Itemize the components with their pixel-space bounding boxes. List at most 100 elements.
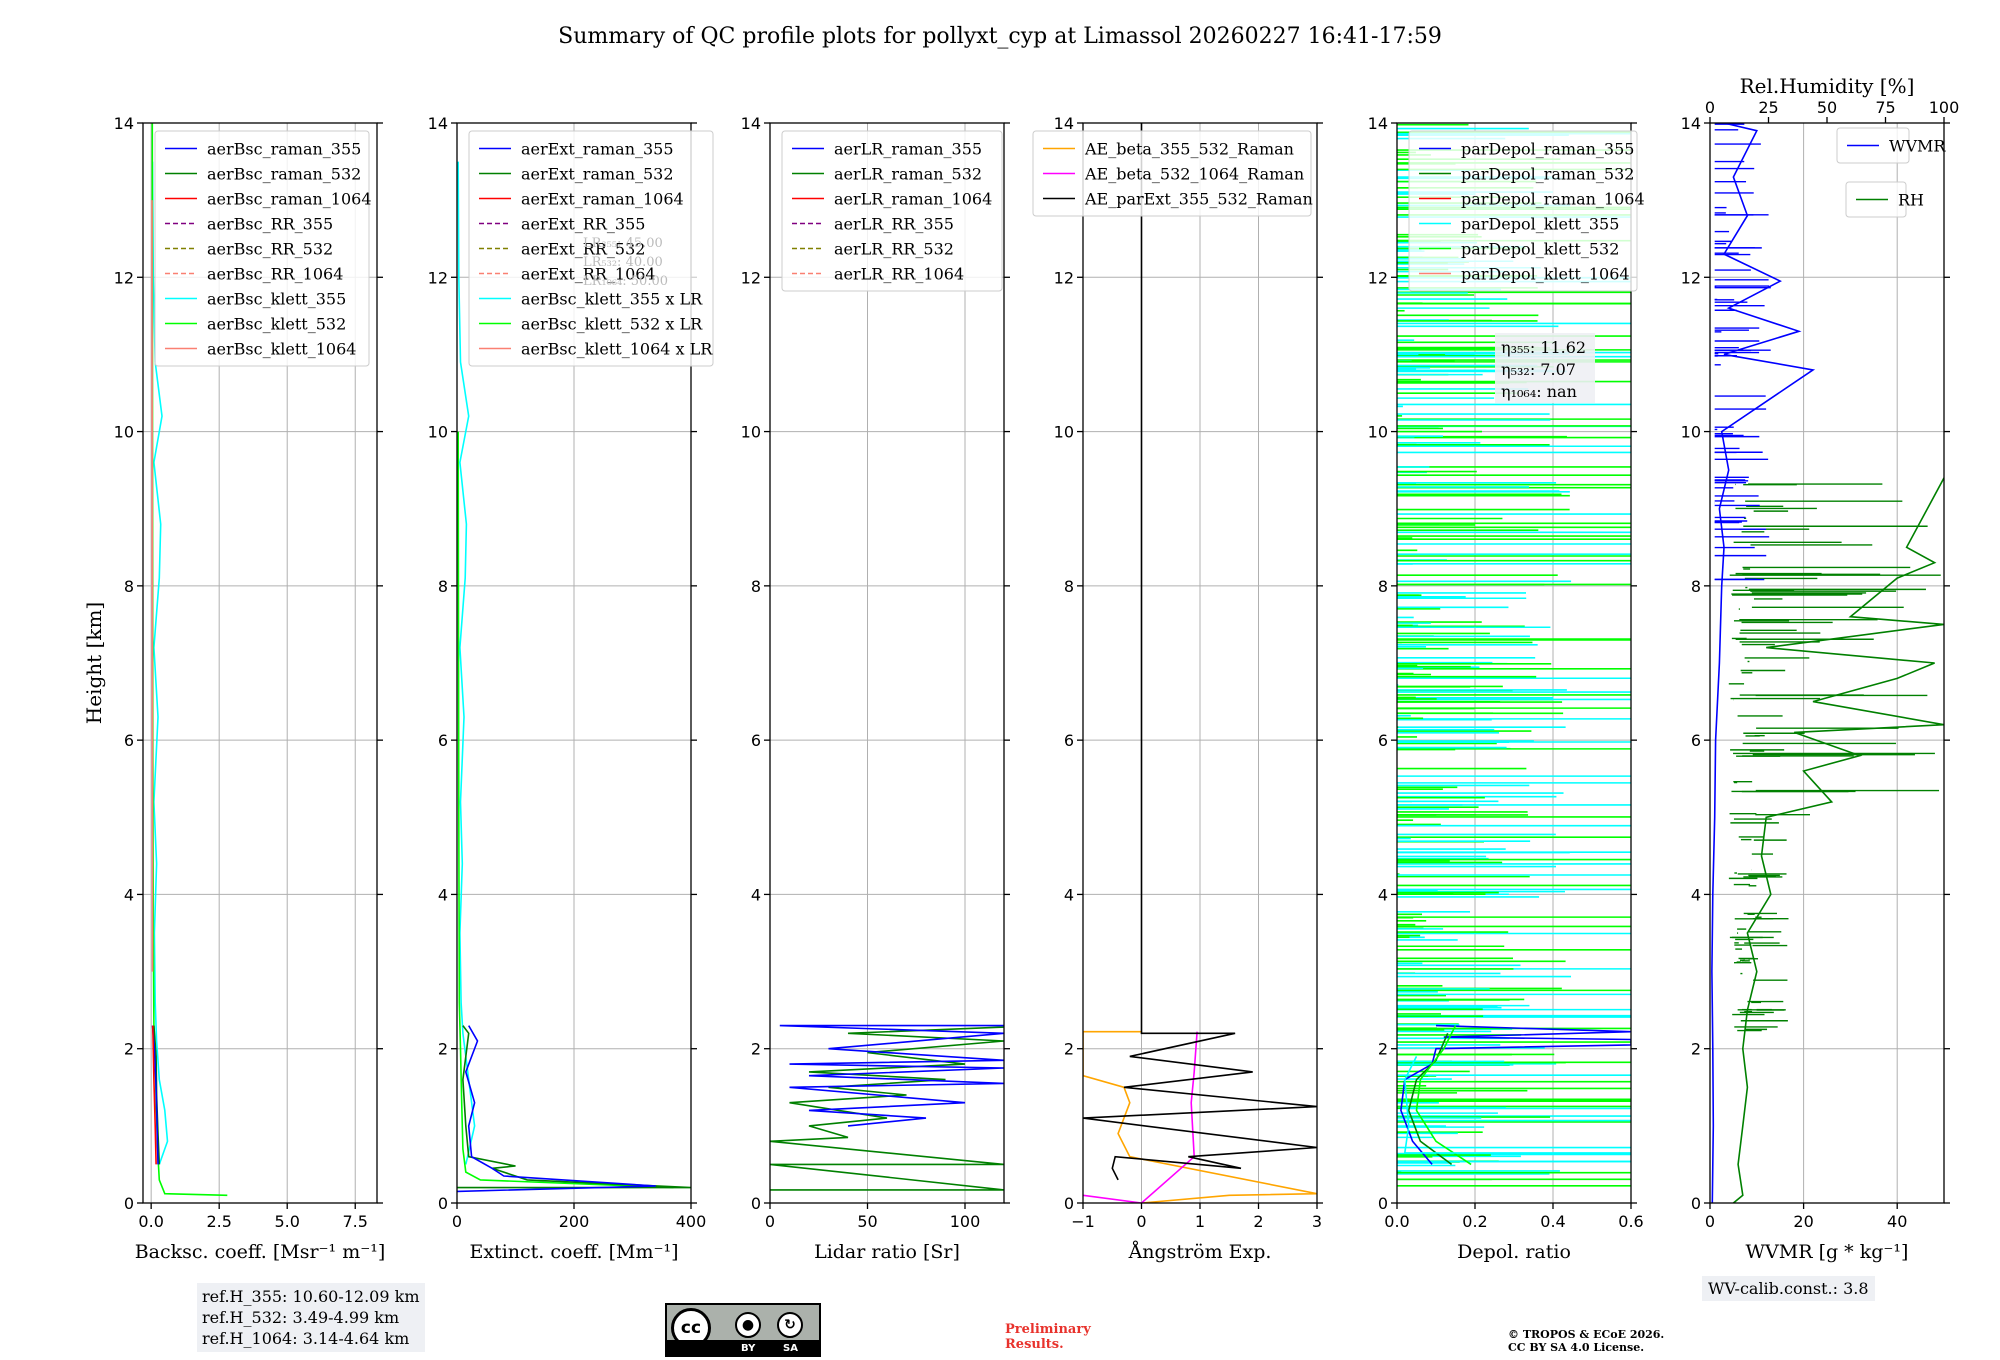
y-tick-label: 12: [1681, 268, 1701, 287]
y-tick-label: 0: [124, 1194, 134, 1213]
y-tick-label: 4: [1064, 885, 1074, 904]
legend-entry-aerlr-raman-1064: aerLR_raman_1064: [834, 190, 992, 209]
y-tick-label: 4: [1691, 885, 1701, 904]
y-tick-label: 2: [751, 1040, 761, 1059]
legend-lidar_ratio: aerLR_raman_355 aerLR_raman_532 aerLR_rama…: [781, 130, 1003, 292]
legend-entry-aerbsc-klett-1064-x-lr: aerBsc_klett_1064 x LR: [521, 340, 713, 359]
legend-box: [781, 130, 1003, 292]
badge-footer-bar: [667, 1340, 819, 1355]
x-axis-label: Ångström Exp.: [1128, 1241, 1272, 1263]
panel-extinction: 0 2 4 6 8 10 12 14 0 200 400 Extinct. coeff. [Mm⁻¹]…: [428, 114, 714, 1263]
series-group: [770, 1024, 1004, 1191]
y-tick-label: 0: [1691, 1194, 1701, 1213]
legend-entry-aerext-raman-532: aerExt_raman_532: [521, 165, 674, 184]
y-tick-label: 10: [114, 423, 134, 442]
legend-entry-pardepol-raman-355: parDepol_raman_355: [1461, 140, 1634, 159]
y-tick-label: 0: [1378, 1194, 1388, 1213]
legend-entry-aerlr-rr-532: aerLR_RR_532: [834, 240, 954, 259]
legend-entry-aerlr-rr-355: aerLR_RR_355: [834, 215, 954, 234]
legend-entry-aerlr-rr-1064: aerLR_RR_1064: [834, 265, 964, 284]
figure-title: Summary of QC profile plots for pollyxt_…: [558, 24, 1442, 49]
panel-frame: [1396, 122, 1632, 1204]
reference-heights-box: ref.H_355: 10.60-12.09 km ref.H_532: 3.4…: [197, 1283, 425, 1352]
x-tick-label: 0: [765, 1212, 775, 1231]
y-tick-label: 14: [1681, 114, 1701, 133]
legend-entry-aerbsc-raman-532: aerBsc_raman_532: [207, 165, 361, 184]
y-tick-label: 0: [1064, 1194, 1074, 1213]
x-tick-label: 3: [1312, 1212, 1322, 1231]
legend-entry-pardepol-klett-355: parDepol_klett_355: [1461, 215, 1619, 234]
legend-entry-aerext-rr-532: aerExt_RR_532: [521, 240, 645, 259]
legend-entry-ae-beta-355-532-raman: AE_beta_355_532_Raman: [1084, 140, 1294, 159]
series-line-aerext-raman-355: [457, 1025, 656, 1193]
panel-lidar_ratio: 0 2 4 6 8 10 12 14 0 50 100 Lidar ratio [Sr] aerLR_r…: [741, 114, 1010, 1263]
y-tick-label: 4: [438, 885, 448, 904]
legend-entry-aerlr-raman-355: aerLR_raman_355: [834, 140, 982, 159]
y-axis-label: Height [km]: [82, 602, 106, 724]
x-axis-label: WVMR [g * kg⁻¹]: [1746, 1241, 1909, 1263]
top-x-tick-label: 75: [1875, 98, 1895, 117]
x-tick-label: 2: [1253, 1212, 1263, 1231]
top-x-axis-label: Rel.Humidity [%]: [1740, 74, 1915, 98]
panel-backscatter: 0 2 4 6 8 10 12 14 0.0 2.5 5.0 7.5 Backsc. coeff. [M…: [82, 114, 385, 1263]
preliminary-line-1: Preliminary: [1005, 1322, 1091, 1337]
y-tick-label: 14: [1054, 114, 1074, 133]
legend-entry-pardepol-raman-532: parDepol_raman_532: [1461, 165, 1634, 184]
y-tick-label: 6: [1378, 731, 1388, 750]
series-line-pardepol-klett-532: [1415, 1025, 1472, 1166]
preliminary-line-2: Results.: [1005, 1337, 1064, 1352]
x-tick-label: 20: [1793, 1212, 1813, 1231]
legend-entry-aerbsc-raman-355: aerBsc_raman_355: [207, 140, 361, 159]
x-tick-label: 0.0: [1384, 1212, 1409, 1231]
x-tick-label: 50: [857, 1212, 877, 1231]
legend-entry-pardepol-raman-1064: parDepol_raman_1064: [1461, 190, 1645, 209]
legend-entry-aerbsc-rr-1064: aerBsc_RR_1064: [207, 265, 343, 284]
y-tick-label: 2: [1691, 1040, 1701, 1059]
series-line-aerlr-raman-355: [779, 1024, 1004, 1127]
legend-entry-aerbsc-klett-355-x-lr: aerBsc_klett_355 x LR: [521, 290, 703, 309]
legend-entry-aerbsc-rr-355: aerBsc_RR_355: [207, 215, 333, 234]
y-tick-label: 12: [741, 268, 761, 287]
y-tick-label: 12: [428, 268, 448, 287]
y-tick-label: 2: [1064, 1040, 1074, 1059]
series-group: [1711, 123, 1944, 1203]
eta-box: [1495, 333, 1595, 403]
y-tick-label: 0: [751, 1194, 761, 1213]
y-tick-label: 2: [124, 1040, 134, 1059]
y-tick-label: 14: [741, 114, 761, 133]
y-tick-label: 6: [124, 731, 134, 750]
series-line-aerbsc-klett-532-x-lr: [457, 431, 674, 1189]
legend-entry-pardepol-klett-532: parDepol_klett_532: [1461, 240, 1619, 259]
series-line-aerbsc-raman-1064: [152, 1025, 157, 1165]
y-tick-label: 8: [1378, 577, 1388, 596]
legend-wvmr: WVMR: [1836, 127, 1946, 164]
series-group: [151, 123, 228, 1197]
y-tick-label: 8: [1691, 577, 1701, 596]
legend-depol: parDepol_raman_355 parDepol_raman_532 parD…: [1408, 130, 1645, 292]
legend-entry-ae-beta-532-1064-raman: AE_beta_532_1064_Raman: [1084, 165, 1304, 184]
series-line-aerbsc-klett-355-x-lr: [457, 161, 476, 1165]
eta-line-2: η₁₀₆₄: nan: [1501, 382, 1577, 401]
depol-eta-annotation: η₃₅₅: 11.62 η₅₃₂: 7.07 η₁₀₆₄: nan: [1495, 333, 1595, 403]
x-axis-label: Lidar ratio [Sr]: [814, 1241, 960, 1263]
y-tick-label: 6: [1691, 731, 1701, 750]
legend-entry-aerbsc-raman-1064: aerBsc_raman_1064: [207, 190, 372, 209]
y-tick-label: 0: [438, 1194, 448, 1213]
legend-box: [1032, 130, 1312, 217]
legend-angstrom: AE_beta_355_532_Raman AE_beta_532_1064_Ra…: [1032, 130, 1313, 217]
series-line-wvmr: [1711, 123, 1816, 1203]
lr-note-0: LR₃₅₅: 45.00: [583, 236, 663, 251]
y-tick-label: 14: [428, 114, 448, 133]
top-x-tick-label: 50: [1817, 98, 1837, 117]
series-line-pardepol-klett-355: [1403, 1056, 1631, 1154]
legend-entry-aerlr-raman-532: aerLR_raman_532: [834, 165, 982, 184]
legend-extinction: aerExt_raman_355 aerExt_raman_532 aerExt_r…: [468, 130, 714, 367]
series-line-aerbsc-klett-1064: [151, 200, 154, 972]
x-tick-label: 0.6: [1618, 1212, 1643, 1231]
panel-frame: [1709, 122, 1945, 1204]
y-tick-label: 4: [751, 885, 761, 904]
eta-line-1: η₅₃₂: 7.07: [1501, 360, 1576, 379]
